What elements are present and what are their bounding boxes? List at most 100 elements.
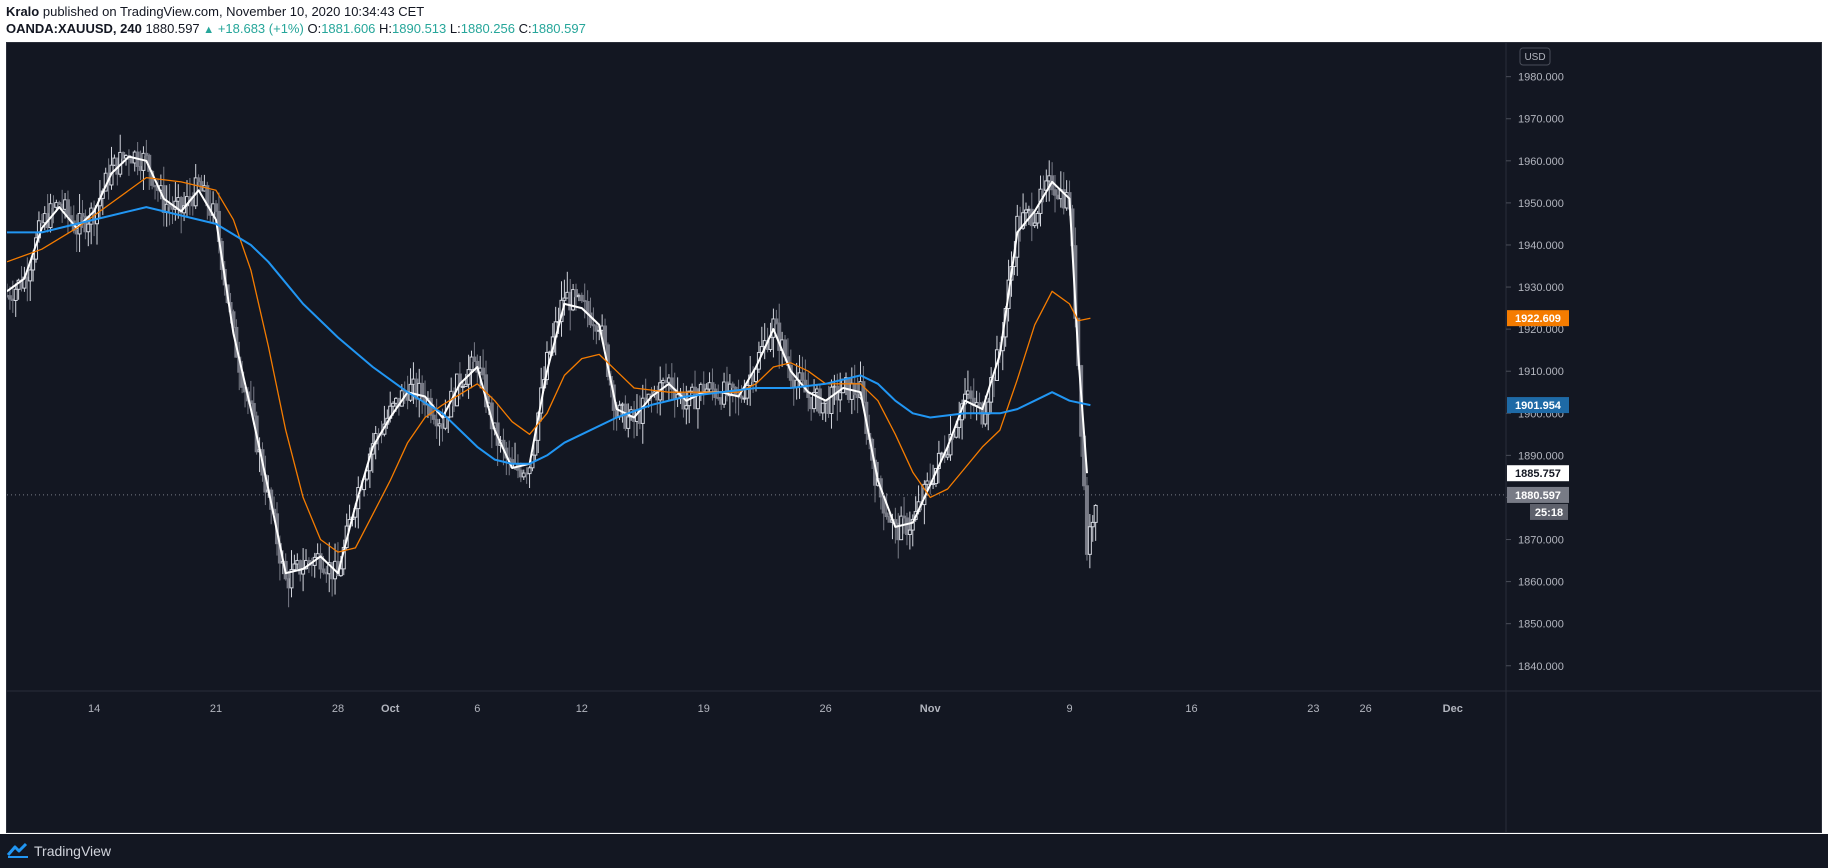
price-tick-label: 1860.000	[1518, 577, 1564, 589]
price-tick-label: 1920.000	[1518, 324, 1564, 336]
candle-body	[57, 202, 62, 205]
candle-body	[196, 177, 201, 183]
candle-body	[1021, 212, 1026, 229]
candle-body	[144, 152, 149, 156]
candle-body	[968, 390, 973, 399]
candle-body	[167, 203, 172, 208]
time-tick-label: 26	[820, 703, 832, 715]
publish-line: Kralo published on TradingView.com, Nove…	[6, 4, 424, 19]
tradingview-brand[interactable]: TradingView	[34, 843, 112, 859]
price-tick-label: 1850.000	[1518, 619, 1564, 631]
bar-countdown: 25:18	[1535, 507, 1563, 519]
candle-body	[774, 318, 779, 324]
candle-body	[977, 402, 982, 405]
price-tick-label: 1890.000	[1518, 450, 1564, 462]
publish-info: published on TradingView.com, November 1…	[42, 4, 425, 19]
candle-body	[986, 401, 991, 415]
candle-body	[902, 515, 907, 519]
price-tick-label: 1870.000	[1518, 535, 1564, 547]
footer: TradingView	[0, 834, 1828, 868]
candle-body	[777, 322, 782, 351]
price-label-bg	[1507, 397, 1569, 414]
price-tick-label: 1970.000	[1518, 114, 1564, 126]
price-label: 1885.757	[1515, 468, 1561, 480]
candle-body	[800, 372, 805, 381]
price-label-bg	[1507, 465, 1569, 482]
price-tick-label: 1940.000	[1518, 240, 1564, 252]
candle-body	[391, 402, 396, 407]
ma-lines	[7, 155, 1091, 575]
price-tick-label: 1980.000	[1518, 72, 1564, 84]
candle-body	[251, 403, 256, 417]
candle-body	[884, 512, 889, 518]
time-tick-label: 23	[1307, 703, 1319, 715]
candle-body	[179, 197, 184, 214]
time-axis: 14 21 28 Oct 6 12 19 26 Nov 9 16 23 26 Dec	[88, 703, 1463, 715]
candle-body	[626, 416, 631, 429]
candle-body	[1093, 504, 1098, 523]
candle-body	[571, 289, 576, 311]
candle-body	[945, 454, 950, 458]
candle-body	[585, 300, 590, 314]
countdown-bg	[1530, 503, 1568, 520]
candle-body	[838, 392, 843, 401]
candle-body	[829, 386, 834, 414]
candle-body	[141, 152, 146, 171]
candle-body	[443, 416, 448, 429]
candle-body	[481, 367, 486, 376]
candle-body	[754, 368, 758, 383]
candle-body	[623, 403, 628, 429]
candle-body	[298, 560, 303, 575]
candle-body	[603, 325, 608, 346]
candle-body	[431, 414, 436, 420]
price-label-bg	[1507, 310, 1569, 327]
candle-body	[292, 563, 297, 571]
author-name[interactable]: Kralo	[6, 4, 40, 19]
chart-frame[interactable]: 1840.0001850.0001860.0001870.0001880.000…	[6, 42, 1822, 833]
candle-body	[817, 388, 822, 414]
price-tick-label: 1840.000	[1518, 661, 1564, 673]
price-tick-label: 1950.000	[1518, 198, 1564, 210]
candle-body	[306, 559, 311, 564]
tradingview-logo-icon[interactable]	[6, 842, 30, 858]
price-label-bg	[1507, 486, 1569, 503]
candles	[7, 134, 1098, 608]
price-label: 1901.954	[1515, 400, 1562, 412]
candle-body	[28, 269, 33, 282]
time-tick-label: 12	[576, 703, 588, 715]
candle-body	[963, 393, 968, 405]
candle-body	[852, 382, 857, 396]
price-chart[interactable]: 1840.0001850.0001860.0001870.0001880.000…	[7, 43, 1821, 832]
time-tick-label: 19	[698, 703, 710, 715]
time-tick-label: 16	[1185, 703, 1197, 715]
candle-body	[727, 383, 732, 397]
up-triangle-icon: ▲	[203, 24, 215, 36]
candle-body	[54, 202, 59, 208]
symbol-label[interactable]: OANDA:XAUUSD, 240	[6, 21, 142, 36]
price-tick-label: 1930.000	[1518, 282, 1564, 294]
time-tick-label: 6	[474, 703, 480, 715]
candle-body	[710, 382, 715, 390]
candle-body	[521, 472, 526, 478]
price-change: +18.683 (+1%)	[217, 21, 304, 36]
candle-body	[420, 382, 425, 398]
candle-body	[214, 203, 219, 212]
time-tick-label: 28	[332, 703, 344, 715]
candle-body	[562, 297, 567, 301]
candle-body	[472, 356, 477, 362]
time-tick-label: 21	[210, 703, 222, 715]
price-tick-label: 1960.000	[1518, 156, 1564, 168]
candle-body	[1023, 209, 1028, 214]
candle-body	[591, 324, 596, 327]
high-label: H:	[379, 21, 393, 36]
candle-body	[338, 568, 343, 577]
price-labels: 1922.609 1901.954 1885.757 1880.597 25:18	[1507, 310, 1569, 520]
candle-body	[745, 385, 750, 399]
candle-body	[820, 402, 825, 414]
candle-body	[304, 559, 309, 570]
candle-body	[1087, 526, 1092, 555]
time-tick-label: 14	[88, 703, 100, 715]
ohlc-line: OANDA:XAUUSD, 240 1880.597 ▲ +18.683 (+1…	[6, 21, 586, 36]
candle-body	[907, 529, 912, 535]
candle-body	[574, 289, 579, 298]
